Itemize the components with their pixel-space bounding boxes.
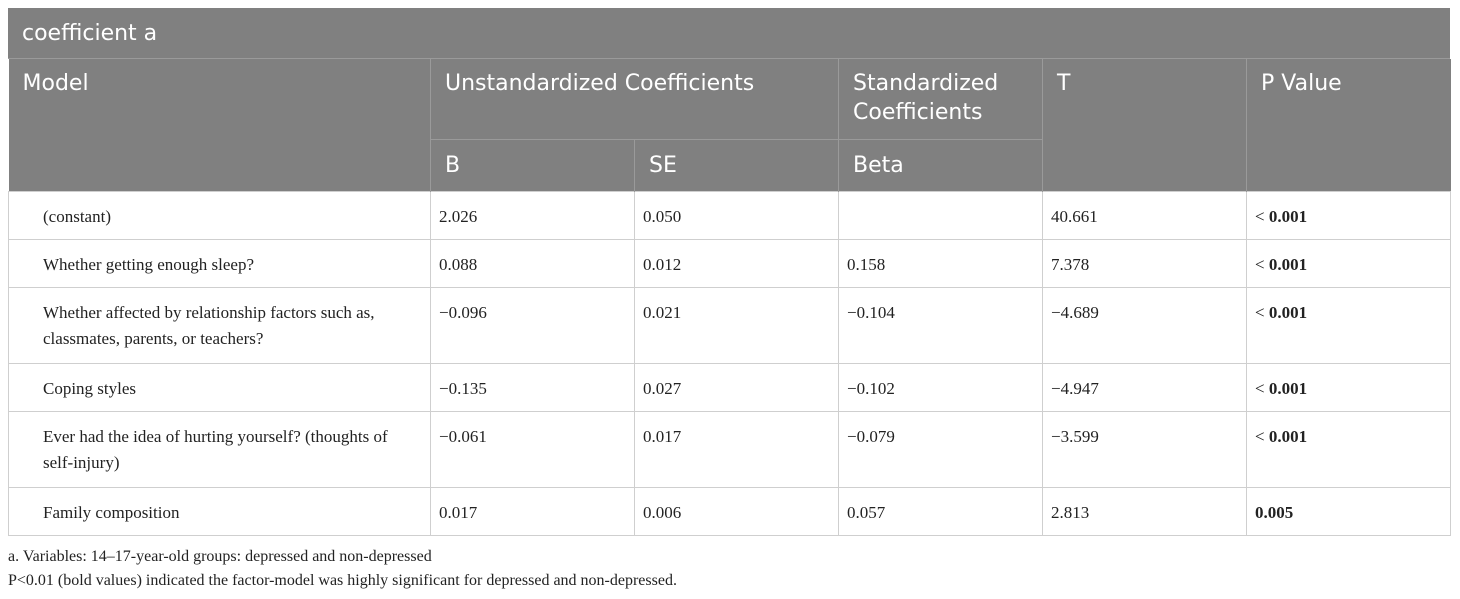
table-row: Coping styles −0.135 0.027 −0.102 −4.947 < 0.…: [8, 362, 1451, 412]
se-cell: 0.027: [634, 362, 839, 412]
table-title: coefficient a: [8, 8, 1450, 59]
table-row: (constant) 2.026 0.050 40.661 < 0.001: [8, 190, 1451, 240]
b-cell: 0.017: [430, 486, 635, 536]
footnote: a. Variables: 14–17-year-old groups: dep…: [8, 547, 432, 565]
model-cell: (constant): [8, 190, 431, 240]
p-value: 0.005: [1255, 502, 1294, 522]
table-row: Whether affected by relationship factors…: [8, 286, 1451, 364]
se-cell: 0.017: [634, 410, 839, 488]
b-cell: 2.026: [430, 190, 635, 240]
table-container: coefficient a Model Unstandardized Coeff…: [8, 8, 1451, 593]
b-cell: 0.088: [430, 238, 635, 288]
se-cell: 0.050: [634, 190, 839, 240]
se-cell: 0.006: [634, 486, 839, 536]
beta-cell: 0.158: [838, 238, 1043, 288]
model-cell: Ever had the idea of hurting yourself? (…: [8, 410, 431, 488]
p-value: 0.001: [1268, 206, 1308, 226]
p-value: 0.001: [1268, 378, 1308, 398]
footnote: P<0.01 (bold values) indicated the facto…: [8, 571, 677, 589]
model-cell: Whether getting enough sleep?: [8, 238, 431, 288]
p-cell: < 0.001: [1246, 362, 1451, 412]
model-cell: Whether affected by relationship factors…: [8, 286, 431, 364]
table-header: Model Unstandardized Coefficients Standa…: [8, 59, 1451, 191]
p-value: 0.001: [1268, 302, 1308, 322]
header-cell: T: [1042, 59, 1247, 191]
b-cell: −0.061: [430, 410, 635, 488]
t-cell: −4.947: [1042, 362, 1247, 412]
p-value: 0.001: [1268, 254, 1308, 274]
p-sign: <: [1255, 378, 1265, 398]
beta-cell: 0.057: [838, 486, 1043, 536]
p-value: 0.001: [1268, 426, 1308, 446]
se-cell: 0.021: [634, 286, 839, 364]
t-cell: −3.599: [1042, 410, 1247, 488]
p-sign: <: [1255, 206, 1265, 226]
header-cell: B: [430, 139, 635, 191]
table-row: Whether getting enough sleep? 0.088 0.012 0…: [8, 238, 1451, 288]
se-cell: 0.012: [634, 238, 839, 288]
p-sign: <: [1255, 426, 1265, 446]
table: Model Unstandardized Coefficients Standa…: [8, 59, 1451, 536]
t-cell: −4.689: [1042, 286, 1247, 364]
header-cell: Unstandardized Coefficients: [430, 59, 839, 140]
beta-cell: −0.079: [838, 410, 1043, 488]
table-row: Ever had the idea of hurting yourself? (…: [8, 410, 1451, 488]
table-body: (constant) 2.026 0.050 40.661 < 0.001 Whether…: [8, 190, 1451, 536]
p-sign: <: [1255, 254, 1265, 274]
p-cell: < 0.001: [1246, 410, 1451, 488]
b-cell: −0.135: [430, 362, 635, 412]
footnotes: a. Variables: 14–17-year-old groups: dep…: [8, 545, 1450, 593]
beta-cell: −0.104: [838, 286, 1043, 364]
p-cell: < 0.001: [1246, 190, 1451, 240]
beta-cell: [838, 190, 1043, 240]
p-cell: 0.005: [1246, 486, 1451, 536]
model-cell: Coping styles: [8, 362, 431, 412]
header-cell: Beta: [838, 139, 1043, 191]
p-cell: < 0.001: [1246, 238, 1451, 288]
b-cell: −0.096: [430, 286, 635, 364]
header-cell: Standardized Coefficients: [838, 59, 1043, 140]
header-cell: Model: [8, 59, 431, 191]
t-cell: 2.813: [1042, 486, 1247, 536]
p-cell: < 0.001: [1246, 286, 1451, 364]
table-row: Family composition 0.017 0.006 0.057 2.813 0.…: [8, 486, 1451, 536]
t-cell: 7.378: [1042, 238, 1247, 288]
model-cell: Family composition: [8, 486, 431, 536]
header-cell: P Value: [1246, 59, 1451, 191]
header-cell: SE: [634, 139, 839, 191]
t-cell: 40.661: [1042, 190, 1247, 240]
beta-cell: −0.102: [838, 362, 1043, 412]
p-sign: <: [1255, 302, 1265, 322]
